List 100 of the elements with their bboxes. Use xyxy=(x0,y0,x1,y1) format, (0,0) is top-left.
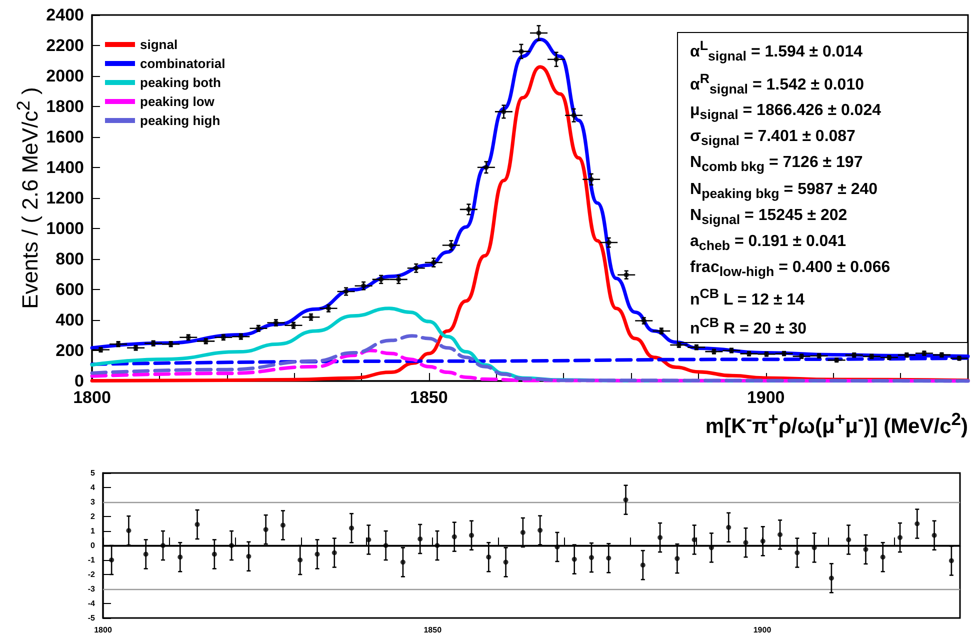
point xyxy=(212,552,217,557)
point xyxy=(914,521,920,526)
point xyxy=(143,552,148,557)
point xyxy=(518,48,524,54)
y-tick-label: 1600 xyxy=(46,128,84,146)
point xyxy=(126,528,132,534)
point xyxy=(623,497,628,502)
annotation: n$^{CB}$ L = 12 ± 14 xyxy=(690,285,806,311)
x-tick-label: 1850 xyxy=(424,626,442,634)
annotation: n$^{CB}$ R = 20 ± 30 xyxy=(690,314,808,339)
y-tick-label: 600 xyxy=(56,280,84,299)
point xyxy=(503,560,508,565)
point xyxy=(178,554,183,560)
point xyxy=(109,558,114,562)
legend-label: peaking both xyxy=(140,75,221,90)
point xyxy=(828,576,834,581)
y-tick-label: 2400 xyxy=(46,6,84,24)
point xyxy=(674,556,680,562)
point xyxy=(606,556,612,561)
point xyxy=(194,522,200,527)
point xyxy=(349,526,354,531)
point xyxy=(452,534,457,540)
annotation: σ$_{signal}$ = 7.401 ± 0.087 xyxy=(690,127,856,150)
legend-label: signal xyxy=(140,37,178,52)
point xyxy=(314,552,320,557)
point xyxy=(469,532,474,538)
point xyxy=(486,554,492,560)
x-tick-label: 1850 xyxy=(410,388,448,407)
point xyxy=(572,556,577,562)
legend-label: peaking low xyxy=(140,94,216,109)
point xyxy=(434,543,440,548)
text: m[K$^{-}$π$^{+}$ρ/ω(μ$^{+}$μ$^{-}$)] (MeV/c$^{2}$) xyxy=(705,409,968,438)
y-tick-label: 3 xyxy=(90,498,96,506)
annotation: N$_{peaking bkg}$ = 5987 ± 240 xyxy=(690,180,879,203)
y-tick-label: -5 xyxy=(88,614,96,622)
y-tick-label: 1000 xyxy=(46,219,84,238)
point xyxy=(538,528,543,533)
point xyxy=(263,527,268,532)
point xyxy=(501,109,506,114)
point xyxy=(606,240,612,246)
y-tick-label: 200 xyxy=(56,341,84,360)
y-tick-label: 2000 xyxy=(46,66,84,86)
point xyxy=(846,537,852,542)
annotation: frac$_{low-high}$ = 0.400 ± 0.066 xyxy=(690,258,892,282)
point xyxy=(640,562,646,568)
y-tick-label: 1 xyxy=(90,526,96,536)
y-tick-label: 1400 xyxy=(46,158,84,177)
point xyxy=(418,536,423,542)
point xyxy=(554,544,560,550)
point xyxy=(898,535,903,540)
annotation: α$^{L}$$_{signal}$ = 1.594 ± 0.014 xyxy=(690,37,864,66)
y-tick-label: 1800 xyxy=(46,97,84,116)
point xyxy=(520,530,526,535)
annotation: α$^{R}$$_{signal}$ = 1.542 ± 0.010 xyxy=(690,70,865,98)
legend-label: peaking high xyxy=(140,113,220,128)
y-tick-label: 2 xyxy=(90,512,96,521)
point xyxy=(760,538,766,544)
y-tick-label: 800 xyxy=(56,250,84,268)
point xyxy=(484,164,489,170)
point xyxy=(658,535,663,540)
x-tick-label: 1900 xyxy=(746,388,785,407)
y-tick-label: -1 xyxy=(88,556,96,564)
point xyxy=(298,558,303,562)
y-tick-label: -2 xyxy=(88,570,96,579)
point xyxy=(160,543,166,548)
y-tick-label: 0 xyxy=(74,372,84,390)
y-tick-label: 400 xyxy=(56,310,84,330)
x-tick-label: 1900 xyxy=(753,626,772,634)
point xyxy=(383,543,388,548)
point xyxy=(536,30,542,36)
legend-label: combinatorial xyxy=(140,56,226,71)
point xyxy=(588,555,594,560)
y-tick-label: -4 xyxy=(88,599,96,608)
point xyxy=(932,532,937,538)
y-tick-label: 2200 xyxy=(46,36,84,55)
annotation: N$_{signal}$ = 15245 ± 202 xyxy=(690,206,848,229)
point xyxy=(863,546,868,552)
point xyxy=(571,112,576,118)
point xyxy=(588,176,594,182)
point xyxy=(246,554,252,559)
y-tick-label: 5 xyxy=(90,468,96,478)
point xyxy=(778,532,783,538)
y-tick-label: -3 xyxy=(88,584,96,594)
point xyxy=(880,554,886,560)
point xyxy=(466,206,472,212)
point xyxy=(948,558,954,564)
point xyxy=(794,550,800,556)
point xyxy=(554,56,559,62)
y-tick-label: 1200 xyxy=(46,188,84,208)
y-tick-label: 0 xyxy=(90,541,96,550)
annotation: a$_{cheb}$ = 0.191 ± 0.041 xyxy=(690,232,847,256)
point xyxy=(229,543,234,548)
point xyxy=(400,560,406,565)
point xyxy=(743,540,748,546)
point xyxy=(280,522,286,528)
point xyxy=(726,524,732,530)
point xyxy=(332,550,337,556)
y-tick-label: 4 xyxy=(90,483,96,492)
annotation: N$_{comb bkg}$ = 7126 ± 197 xyxy=(690,153,864,177)
annotation: μ$_{signal}$ = 1866.426 ± 0.024 xyxy=(690,101,882,124)
